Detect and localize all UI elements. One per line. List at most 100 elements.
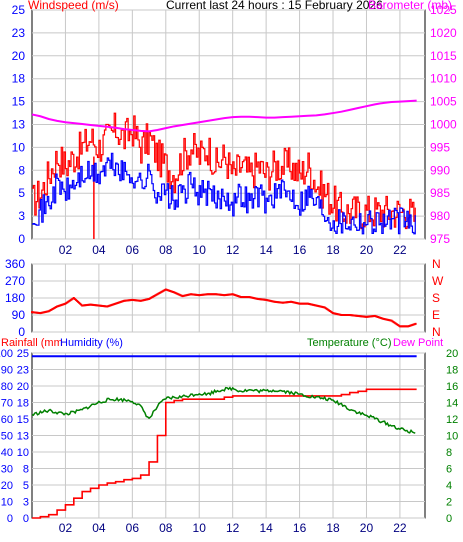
chart-title: Current last 24 hours : 15 February 2026: [166, 0, 383, 12]
direction-point: [266, 299, 269, 302]
direction-point: [284, 301, 287, 304]
rain-tick-label: 0: [23, 513, 29, 525]
direction-point: [346, 314, 349, 316]
direction-point: [356, 314, 359, 317]
direction-point: [134, 299, 137, 302]
direction-point: [126, 299, 129, 302]
direction-point: [216, 293, 219, 296]
direction-point: [72, 297, 75, 299]
direction-point: [131, 298, 134, 301]
direction-point: [401, 325, 404, 328]
direction-point: [152, 295, 155, 298]
direction-point: [371, 315, 374, 318]
direction-point: [105, 305, 108, 308]
direction-point: [145, 298, 148, 301]
direction-point: [180, 294, 183, 297]
direction-point: [249, 296, 252, 299]
rain-tick-label: 5: [23, 480, 29, 492]
direction-point: [283, 301, 286, 304]
barometer-tick-label: 1005: [430, 95, 457, 109]
temperature-tick-label: 18: [446, 365, 458, 377]
direction-point: [379, 316, 382, 319]
direction-point: [34, 311, 37, 314]
direction-point: [201, 293, 204, 296]
bottom-grid: [32, 352, 425, 519]
direction-point: [374, 315, 377, 318]
direction-degree-label: 270: [5, 274, 25, 288]
direction-point: [156, 293, 159, 296]
direction-point: [64, 302, 67, 305]
direction-point: [412, 323, 415, 326]
direction-point: [385, 318, 388, 321]
direction-point: [275, 301, 278, 304]
direction-point: [206, 293, 209, 296]
direction-point: [344, 314, 347, 316]
humidity-tick-label: 80: [1, 381, 13, 393]
barometer-line: [31, 99, 417, 133]
direction-point: [93, 304, 96, 307]
direction-point: [270, 300, 273, 303]
humidity-tick-label: 90: [1, 365, 13, 377]
direction-point: [47, 310, 50, 313]
direction-point: [359, 315, 362, 318]
direction-point: [288, 301, 291, 304]
direction-point: [147, 298, 150, 301]
direction-point: [263, 298, 266, 301]
humidity-tick-label: 10: [1, 497, 13, 509]
direction-point: [179, 294, 182, 297]
direction-point: [213, 293, 216, 296]
direction-point: [228, 293, 231, 296]
direction-point: [40, 311, 43, 314]
direction-point: [337, 313, 340, 316]
direction-point: [65, 301, 68, 304]
direction-point: [165, 288, 168, 291]
direction-point: [154, 294, 157, 297]
top-x-axis: 02 04 06 08 10 12 14 16 18 20 22: [59, 243, 407, 257]
temperature-tick-label: 10: [446, 431, 458, 443]
direction-point: [220, 293, 223, 296]
direction-point: [306, 302, 309, 305]
direction-point: [247, 296, 250, 299]
direction-point: [49, 309, 52, 312]
direction-point: [375, 315, 378, 318]
direction-point: [319, 305, 322, 308]
direction-point: [162, 289, 165, 292]
direction-point: [178, 293, 181, 296]
direction-point: [315, 304, 318, 307]
direction-point: [280, 301, 283, 304]
direction-point: [398, 325, 401, 328]
direction-point: [392, 321, 395, 324]
direction-point: [233, 293, 236, 296]
direction-point: [33, 311, 36, 314]
direction-point: [210, 293, 213, 296]
direction-point: [406, 325, 409, 328]
humidity-tick-label: 60: [1, 414, 13, 426]
direction-point: [257, 298, 260, 301]
direction-point: [42, 311, 45, 314]
direction-point: [91, 303, 94, 306]
direction-point: [351, 314, 354, 317]
direction-point: [316, 304, 319, 307]
direction-point: [115, 302, 118, 305]
rain-tick-label: 20: [17, 381, 29, 393]
direction-point: [278, 301, 281, 304]
direction-point: [74, 298, 77, 301]
direction-degree-label: 360: [5, 257, 25, 271]
direction-point: [396, 323, 399, 326]
direction-point: [369, 315, 372, 318]
direction-point: [127, 299, 130, 302]
direction-point: [393, 321, 396, 324]
direction-degree-label: 0: [18, 325, 25, 339]
direction-point: [328, 309, 331, 312]
x-tick-label: 18: [326, 521, 340, 535]
direction-point: [289, 300, 292, 303]
direction-point: [138, 299, 141, 302]
direction-point: [113, 303, 116, 306]
wind-tick-label: 25: [12, 3, 26, 17]
wind-gust-line: [32, 112, 416, 230]
direction-point: [235, 294, 238, 297]
x-tick-label: 06: [126, 243, 140, 257]
direction-point: [67, 300, 70, 303]
direction-degree-label: 90: [12, 308, 26, 322]
direction-point: [86, 303, 89, 306]
